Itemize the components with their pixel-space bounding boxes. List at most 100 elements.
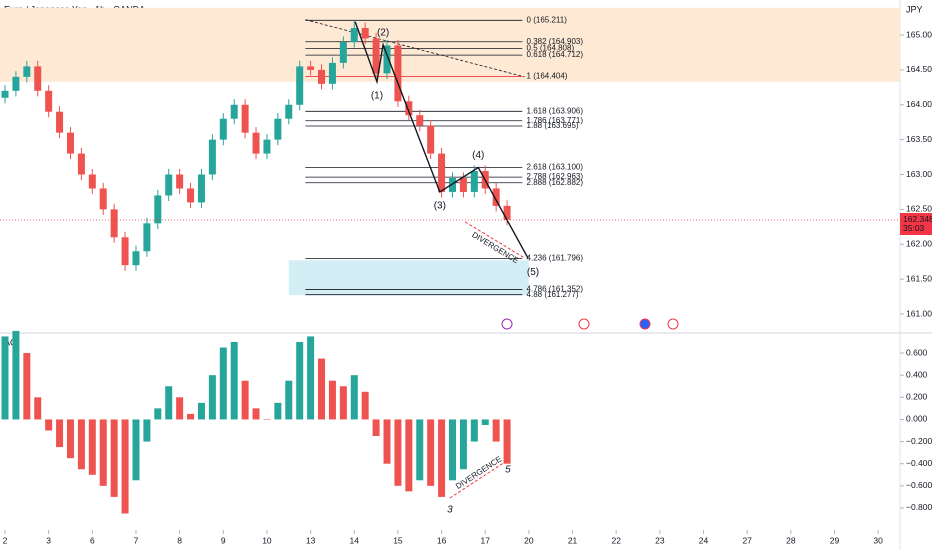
fib-label: 1 (164.404) [527,72,568,81]
candle-body [99,188,107,210]
x-tick-label: 20 [524,535,534,545]
candle-body [154,195,162,224]
y-tick-label: −0.600 [906,480,932,490]
ao-bar [66,419,74,459]
ao-bar [481,419,489,425]
event-icon[interactable] [639,318,651,330]
divergence-line [449,459,509,499]
candle-body [187,188,195,203]
ao-bar [470,419,478,442]
candle-body [176,174,184,189]
trendline [305,19,525,78]
ao-bar [339,386,347,420]
ao-bar [208,375,216,420]
y-tick-label: 165.000 [906,29,932,39]
event-icons[interactable] [501,318,679,330]
candle-body [208,139,216,175]
ao-bar [110,419,118,497]
candle-body [448,177,456,192]
ao-bar [56,419,64,448]
x-tick-label: 28 [786,535,796,545]
ao-bar [1,336,9,420]
x-tick-label: 23 [655,535,665,545]
candle-body [470,171,478,192]
ao-bar [274,402,282,420]
wave-label: (5) [527,267,539,278]
wave-label: (1) [371,90,383,101]
ao-bar [318,358,326,420]
candle-body [56,111,64,133]
ao-bar [187,413,195,420]
candle-body [394,45,402,102]
candle-body [34,66,42,91]
candle-body [318,69,326,84]
ao-bar [154,408,162,420]
wave-label: (2) [377,27,389,38]
candle-body [405,101,413,116]
y-tick-label: −0.400 [906,458,932,468]
x-tick-label: 21 [568,535,578,545]
y-tick-label: 162.500 [906,204,932,214]
ao-bar [99,419,107,486]
fib-label: 1.618 (163.906) [527,106,584,115]
x-tick-label: 16 [437,535,447,545]
ao-bar [383,419,391,464]
fib-label: 0.5 (164.808) [527,44,575,53]
candle-body [263,139,271,154]
candle-body [492,188,500,206]
event-icon[interactable] [578,318,590,330]
divergence-point: 5 [505,465,511,476]
wave-label: (3) [434,201,446,212]
x-tick-label: 22 [611,535,621,545]
y-tick-label: 164.000 [906,99,932,109]
x-tick-label: 14 [350,535,360,545]
x-tick-label: 10 [262,535,272,545]
ao-bar [121,419,129,514]
ao-bar [88,419,96,475]
ao-bar [132,419,140,481]
ao-bar [459,419,467,470]
zone [0,7,900,82]
y-tick-label: 164.500 [906,64,932,74]
fib-label: 4.786 (161.352) [527,285,584,294]
ao-bar [252,408,260,420]
candle-body [143,223,151,252]
candle-body [427,125,435,154]
wave-line [354,21,529,259]
candle-body [350,28,358,42]
ao-bar [405,419,413,492]
ao-bar [372,419,380,437]
x-tick-label: 8 [177,535,182,545]
ao-bar [197,402,205,420]
x-tick-label: 24 [699,535,709,545]
ao-bar [492,419,500,442]
x-tick-label: 3 [46,535,51,545]
fib-label: 4.236 (161.796) [527,254,584,263]
x-tick-label: 29 [830,535,840,545]
y-tick-label: 0.400 [906,369,928,379]
ao-bar [12,330,20,420]
candle-body [438,153,446,192]
y-tick-label: 0.000 [906,414,928,424]
candle-body [285,104,293,119]
fib-label: 0.618 (164.712) [527,50,584,59]
fib-label: 0.382 (164.903) [527,37,584,46]
ao-bar [230,341,238,420]
ao-bar [448,419,456,481]
ao-bar [503,419,511,464]
fib-label: 2.788 (162.963) [527,172,584,181]
ao-bar [23,353,31,420]
fib-label: 1.88 (163.695) [527,121,579,130]
y-tick-label: 0.200 [906,392,928,402]
ao-bar [350,375,358,420]
ao-bar [307,336,315,420]
event-icon[interactable] [501,318,513,330]
divergence-line [464,221,526,259]
candle-body [88,174,96,189]
current-price-tag [900,212,932,235]
x-tick-label: 13 [306,535,316,545]
divergence-point: 3 [447,505,453,516]
event-icon[interactable] [667,318,679,330]
candle-body [241,104,249,133]
